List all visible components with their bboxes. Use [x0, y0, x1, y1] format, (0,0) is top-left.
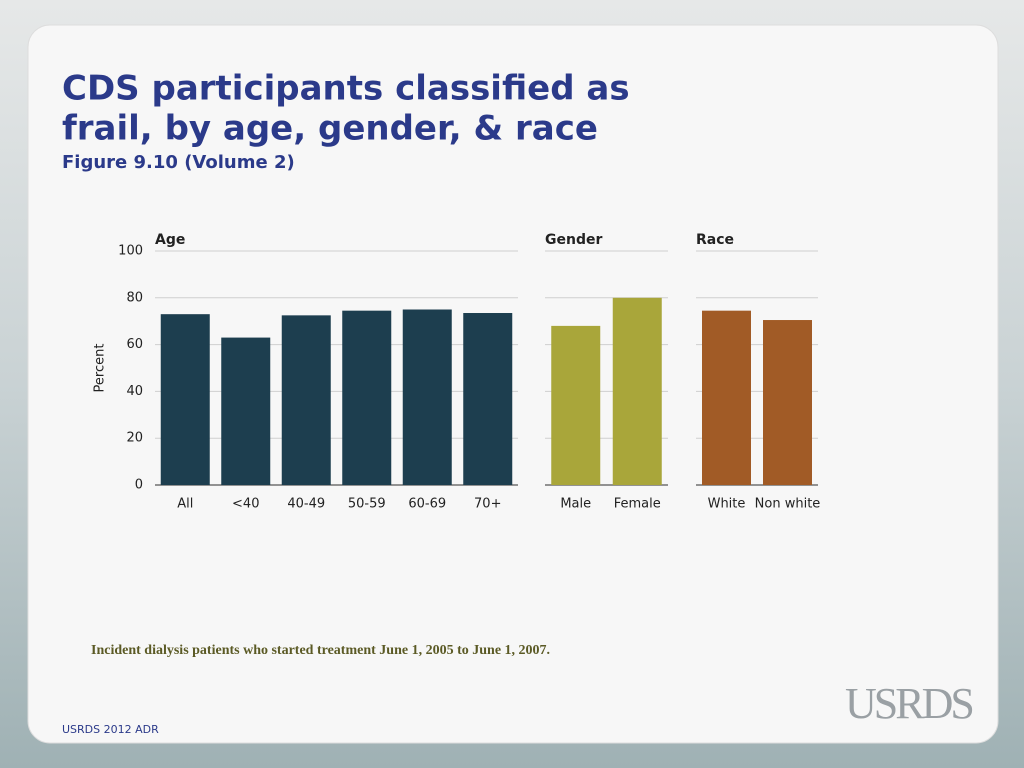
x-tick-label: Male — [560, 497, 591, 512]
y-tick-label: 100 — [118, 244, 143, 259]
bar — [702, 310, 751, 485]
bar — [612, 297, 662, 485]
x-tick-label: 40-49 — [287, 497, 325, 512]
y-tick-label: 0 — [135, 478, 143, 493]
bar — [402, 309, 452, 485]
chart: 0 20 40 60 80 100 Percent Age All <40 40-49 50-59 60… — [93, 232, 821, 512]
panel-title: Race — [696, 232, 734, 248]
note: Incident dialysis patients who started t… — [91, 643, 550, 658]
x-tick-label: 70+ — [474, 497, 501, 512]
x-tick-label: White — [708, 497, 746, 512]
y-tick-label: 40 — [126, 384, 143, 399]
x-tick-label: <40 — [232, 497, 259, 512]
y-axis-label: Percent — [93, 344, 108, 393]
slide-card — [27, 24, 999, 744]
bar — [763, 320, 812, 485]
y-tick-label: 60 — [126, 337, 143, 352]
panel-title: Age — [155, 232, 185, 248]
bar — [551, 325, 601, 485]
bar — [342, 310, 392, 485]
bar — [221, 337, 271, 485]
x-tick-label: All — [177, 497, 193, 512]
logo: USRDS — [845, 679, 972, 728]
bar — [281, 315, 331, 485]
bar — [160, 314, 210, 485]
slide-title: CDS participants classified as — [62, 69, 630, 109]
y-tick-label: 20 — [126, 431, 143, 446]
slide-subtitle: Figure 9.10 (Volume 2) — [62, 152, 295, 173]
x-tick-label: Non white — [755, 497, 821, 512]
panel-title: Gender — [545, 232, 602, 248]
y-tick-label: 80 — [126, 290, 143, 305]
slide-title: frail, by age, gender, & race — [62, 109, 598, 149]
footer: USRDS 2012 ADR — [62, 723, 159, 736]
x-tick-label: Female — [614, 497, 661, 512]
x-tick-label: 50-59 — [348, 497, 386, 512]
bar — [463, 313, 513, 485]
x-tick-label: 60-69 — [408, 497, 446, 512]
